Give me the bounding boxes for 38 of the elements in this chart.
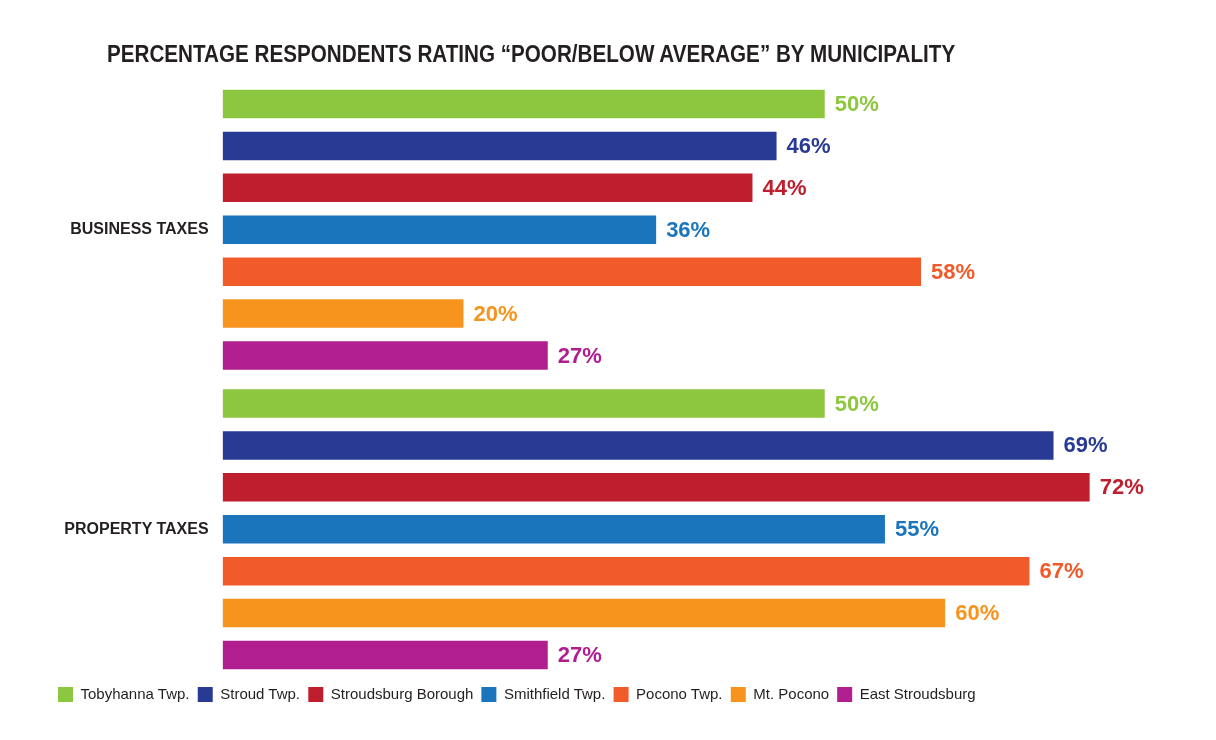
- data-label: 72%: [1099, 474, 1144, 500]
- data-label: 67%: [1039, 558, 1084, 584]
- data-label: 46%: [786, 132, 831, 158]
- bar: [222, 173, 753, 203]
- bar: [222, 473, 1090, 502]
- y-tick-label: PROPERTY TAXES: [64, 519, 209, 537]
- data-label: 27%: [557, 342, 602, 368]
- chart-title: PERCENTAGE RESPONDENTS RATING “POOR/BELOW AVERAGE” BY MUNICIPALITY: [107, 40, 956, 68]
- y-tick-label: BUSINESS TAXES: [70, 220, 209, 238]
- legend-label: Stroud Twp.: [220, 684, 301, 702]
- bar: [222, 640, 548, 670]
- data-label: 58%: [931, 258, 976, 284]
- bar: [222, 389, 825, 418]
- bar: [222, 431, 1054, 460]
- bar: [222, 257, 922, 286]
- data-label: 20%: [473, 300, 518, 326]
- bar: [222, 341, 548, 370]
- data-label: 36%: [666, 216, 711, 242]
- bar: [222, 598, 946, 628]
- data-label: 50%: [834, 91, 879, 117]
- bar: [222, 89, 825, 119]
- data-label: 27%: [557, 642, 602, 668]
- bar: [222, 556, 1030, 586]
- bar: [222, 299, 464, 328]
- legend-label: Pocono Twp.: [636, 684, 723, 702]
- legend-label: Smithfield Twp.: [503, 684, 606, 702]
- data-label: 69%: [1063, 432, 1108, 458]
- bar: [222, 131, 777, 161]
- legend-label: Tobyhanna Twp.: [80, 684, 190, 702]
- data-label: 44%: [762, 174, 807, 200]
- data-label: 55%: [894, 516, 939, 542]
- bar: [222, 514, 885, 544]
- data-label: 60%: [955, 600, 1000, 626]
- legend-label: Mt. Pocono: [753, 684, 830, 702]
- bar: [222, 215, 657, 245]
- data-label: 50%: [834, 390, 879, 416]
- legend-label: East Stroudsburg: [859, 684, 976, 702]
- legend-label: Stroudsburg Borough: [330, 684, 474, 702]
